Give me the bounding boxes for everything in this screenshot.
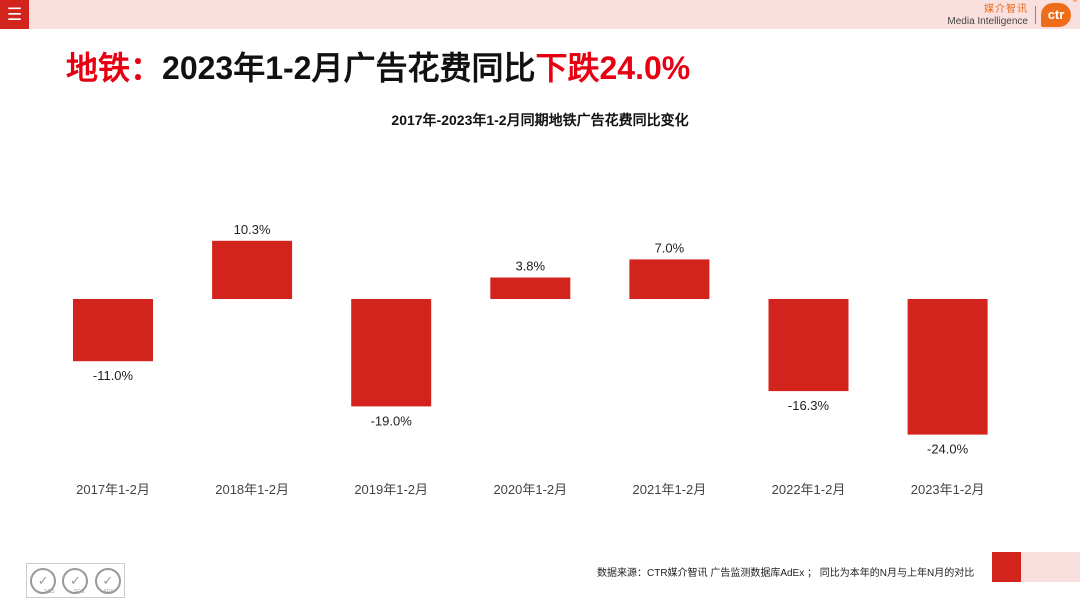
headline-middle: 2023年1-2月广告花费同比 xyxy=(162,50,536,86)
category-label: 2021年1-2月 xyxy=(633,482,707,497)
data-label: -16.3% xyxy=(788,398,830,413)
headline-highlight: 下跌24.0% xyxy=(535,50,691,86)
sgs-badge-icon: ✓ xyxy=(62,567,89,594)
bar-2018年1-2月 xyxy=(212,240,293,299)
brand-divider xyxy=(1035,6,1036,24)
brand-chinese: 媒介智讯 xyxy=(984,4,1028,15)
sgs-labels: SGS SGS SGS xyxy=(44,589,114,595)
sgs-label: SGS xyxy=(103,589,114,595)
brand-english: Media Intelligence xyxy=(947,16,1028,27)
category-label: 2023年1-2月 xyxy=(911,482,985,497)
bar-2022年1-2月 xyxy=(768,299,849,392)
sgs-label: SGS xyxy=(44,589,55,595)
category-label: 2019年1-2月 xyxy=(354,482,428,497)
certification-badges: ✓ ✓ ✓ xyxy=(26,563,125,598)
data-label: 7.0% xyxy=(655,240,685,255)
bar-2017年1-2月 xyxy=(73,299,153,362)
footer-accent-block xyxy=(992,552,1021,582)
headline-prefix: 地铁： xyxy=(66,50,163,86)
brand-text: 媒介智讯 Media Intelligence xyxy=(947,4,1028,28)
data-label: -11.0% xyxy=(93,368,134,383)
category-label: 2022年1-2月 xyxy=(772,482,846,497)
bar-2021年1-2月 xyxy=(629,259,710,299)
data-label: -24.0% xyxy=(927,442,969,457)
ctr-logo-mark: ® xyxy=(1072,0,1077,4)
data-label: -19.0% xyxy=(371,413,413,428)
category-label: 2020年1-2月 xyxy=(493,482,567,497)
page-headline: 地铁：2023年1-2月广告花费同比下跌24.0% xyxy=(66,48,690,88)
bar-2020年1-2月 xyxy=(490,277,571,299)
sgs-badge-icon: ✓ xyxy=(94,567,121,594)
sgs-badge-icon: ✓ xyxy=(30,567,57,594)
menu-icon[interactable]: ☰ xyxy=(0,0,29,29)
data-label: 3.8% xyxy=(515,259,545,274)
sgs-label: SGS xyxy=(73,589,85,595)
chart-title: 2017年-2023年1-2月同期地铁广告花费同比变化 xyxy=(391,112,689,128)
data-label: 10.3% xyxy=(234,222,271,237)
ctr-logo: ctr ® xyxy=(1041,0,1077,27)
top-bar xyxy=(0,0,1080,29)
bar-2023年1-2月 xyxy=(907,299,988,435)
ctr-logo-text: ctr xyxy=(1047,7,1065,22)
data-source-note: 数据来源：CTR媒介智讯 广告监测数据库AdEx ； 同比为本年的N月与上年N月… xyxy=(597,568,975,579)
category-label: 2018年1-2月 xyxy=(215,482,289,497)
bar-2019年1-2月 xyxy=(351,299,432,407)
category-label: 2017年1-2月 xyxy=(76,482,150,497)
